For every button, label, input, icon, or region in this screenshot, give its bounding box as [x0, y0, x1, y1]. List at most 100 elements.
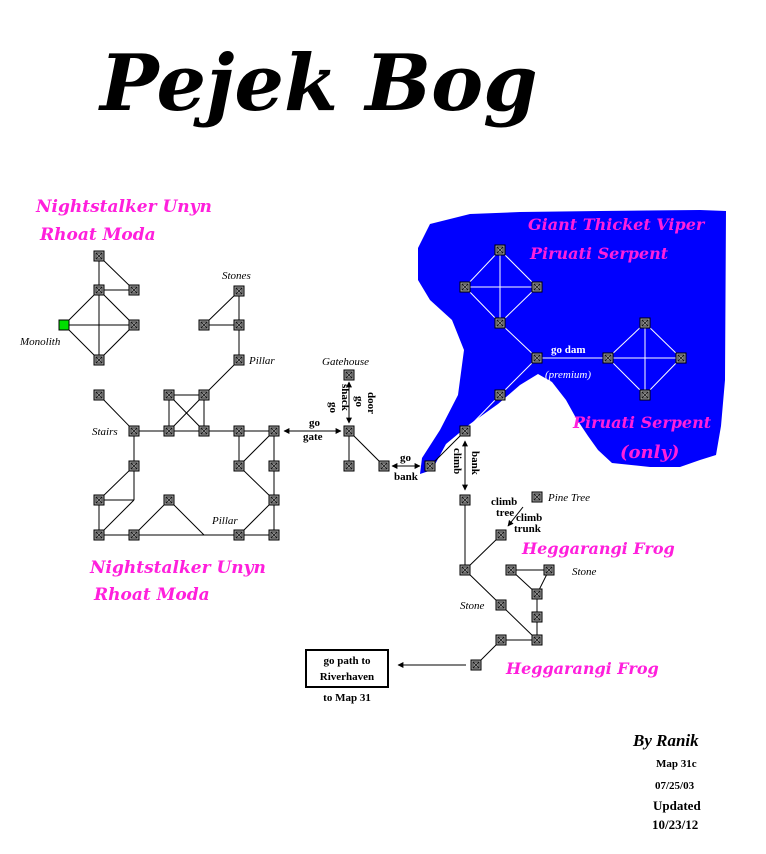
- room-icon: [233, 425, 245, 437]
- room-icon: [268, 494, 280, 506]
- room-icon: [639, 389, 651, 401]
- room-icon: [128, 425, 140, 437]
- rooms: [58, 244, 687, 671]
- place-label-stones: Stones: [222, 270, 251, 282]
- creature-label: (only): [620, 442, 679, 463]
- room-icon: [128, 319, 140, 331]
- room-icon: [675, 352, 687, 364]
- place-label-stone: Stone: [572, 566, 597, 578]
- room-icon: [343, 425, 355, 437]
- room-icon: [198, 425, 210, 437]
- monolith-room-icon: [58, 319, 70, 331]
- direction-label: climb: [451, 448, 463, 474]
- room-icon: [495, 529, 507, 541]
- creature-label: Piruati Serpent: [529, 244, 669, 263]
- room-icon: [128, 460, 140, 472]
- direction-label: trunk: [514, 523, 542, 535]
- room-icon: [268, 529, 280, 541]
- room-icon: [495, 634, 507, 646]
- room-icon: [93, 389, 105, 401]
- room-icon: [531, 491, 543, 503]
- room-icon: [163, 494, 175, 506]
- direction-label: door: [365, 392, 377, 414]
- room-icon: [128, 284, 140, 296]
- exit-label: Riverhaven: [320, 671, 374, 683]
- room-icon: [268, 425, 280, 437]
- direction-arrows: [283, 381, 524, 668]
- room-icon: [531, 634, 543, 646]
- creature-label: Giant Thicket Viper: [528, 215, 706, 234]
- place-label-pillar: Pillar: [211, 515, 238, 527]
- direction-label: shack: [339, 384, 351, 412]
- creature-label: Rhoat Moda: [93, 585, 210, 605]
- place-label-gatehouse: Gatehouse: [322, 356, 369, 368]
- water-paths: [464, 249, 682, 432]
- creature-label: Nightstalker Unyn: [35, 197, 212, 217]
- arrow-icon: [507, 506, 524, 527]
- direction-label: bank: [394, 471, 419, 483]
- room-icon: [602, 352, 614, 364]
- exit-note: to Map 31: [323, 692, 371, 704]
- room-icon: [93, 250, 105, 262]
- creature-label: Heggarangi Frog: [521, 539, 675, 558]
- room-icon: [343, 460, 355, 472]
- author-credit: By Ranik: [632, 731, 699, 750]
- direction-label: climb: [516, 512, 542, 524]
- room-icon: [93, 284, 105, 296]
- direction-label: gate: [303, 431, 323, 443]
- room-icon: [268, 460, 280, 472]
- room-icon: [543, 564, 555, 576]
- room-icon: [163, 389, 175, 401]
- room-icon: [378, 460, 390, 472]
- direction-label: tree: [496, 507, 514, 519]
- room-icon: [531, 588, 543, 600]
- creature-label: Rhoat Moda: [39, 225, 156, 245]
- direction-label: go: [309, 417, 321, 429]
- room-icon: [459, 494, 471, 506]
- bog-water: [418, 210, 726, 474]
- room-icon: [494, 244, 506, 256]
- creature-label: Piruati Serpent: [572, 413, 712, 432]
- room-icon: [93, 529, 105, 541]
- room-icon: [459, 425, 471, 437]
- room-icon: [639, 317, 651, 329]
- room-icon: [424, 460, 436, 472]
- room-icon: [470, 659, 482, 671]
- place-label-monolith: Monolith: [19, 336, 61, 348]
- room-icon: [494, 317, 506, 329]
- room-icon: [495, 599, 507, 611]
- room-icon: [531, 352, 543, 364]
- map-title: Pejek Bog: [98, 38, 538, 129]
- place-label-pine-tree: Pine Tree: [547, 492, 590, 504]
- map-date: 07/25/03: [655, 780, 695, 792]
- room-icon: [233, 460, 245, 472]
- updated-label: Updated: [653, 798, 701, 813]
- direction-label: bank: [469, 451, 481, 476]
- updated-date: 10/23/12: [652, 817, 698, 832]
- place-label-stone: Stone: [460, 600, 485, 612]
- room-icon: [233, 354, 245, 366]
- room-icon: [233, 529, 245, 541]
- room-icon: [531, 611, 543, 623]
- place-label-pillar: Pillar: [248, 355, 275, 367]
- room-icon: [343, 369, 355, 381]
- room-icon: [531, 281, 543, 293]
- room-icon: [233, 319, 245, 331]
- creature-label: Nightstalker Unyn: [89, 558, 266, 578]
- direction-label: go: [400, 452, 412, 464]
- room-icon: [198, 319, 210, 331]
- direction-label: climb: [491, 496, 517, 508]
- room-icon: [163, 425, 175, 437]
- room-icon: [459, 564, 471, 576]
- creature-label: Heggarangi Frog: [505, 659, 659, 678]
- room-icon: [494, 389, 506, 401]
- room-icon: [93, 494, 105, 506]
- direction-label: go: [353, 396, 365, 408]
- room-icon: [459, 281, 471, 293]
- room-icon: [198, 389, 210, 401]
- map-id: Map 31c: [656, 758, 697, 770]
- direction-label: (premium): [545, 369, 591, 381]
- exit-riverhaven[interactable]: go path to Riverhaven: [305, 649, 389, 688]
- exit-label: go path to: [323, 655, 371, 667]
- room-icon: [128, 529, 140, 541]
